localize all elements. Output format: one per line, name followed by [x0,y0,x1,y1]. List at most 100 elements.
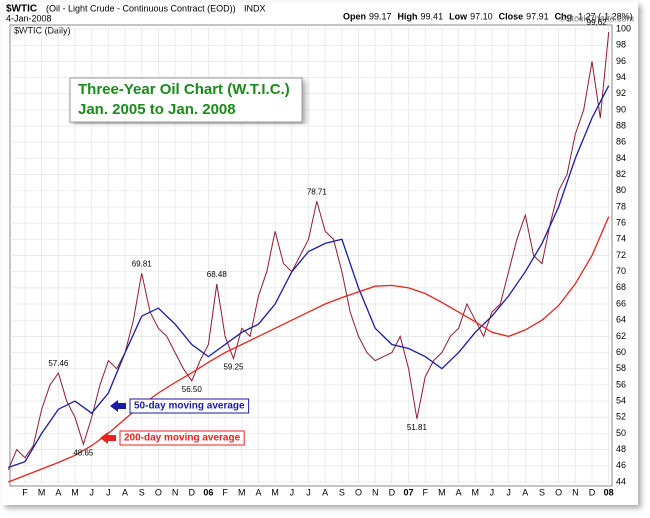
chart-subtitle: Jan. 2005 to Jan. 2008 [78,101,236,118]
y-tick-label: 94 [616,72,626,82]
annotation: 99.62 [587,18,608,27]
x-tick-label: J [506,487,511,497]
y-tick-label: 76 [616,218,626,228]
y-tick-label: 74 [616,234,626,244]
quote-label: High [398,11,418,21]
title-box [69,77,303,123]
quote-value: -1.27 (-1.28%) [575,11,633,21]
annotation: 57.46 [48,359,69,368]
y-tick-label: 80 [616,185,626,195]
annotation: 68.48 [207,270,228,279]
series-line [8,85,610,469]
x-tick-label: M [38,487,46,497]
quote-value: 99.41 [421,11,444,21]
y-tick-label: 84 [616,153,626,163]
y-tick-label: 68 [616,282,626,292]
x-tick-label: S [139,487,145,497]
legend-arrow [100,432,116,444]
legend-box [119,430,245,446]
legend-box [129,398,250,414]
description: (Oil - Light Crude - Continuous Contract… [46,3,236,13]
x-tick-label: D [189,487,196,497]
annotation: 56.50 [182,385,203,394]
y-tick-label: 92 [616,88,626,98]
annotation: 78.71 [307,187,328,196]
symbol: $WTIC [6,4,37,15]
x-tick-label: A [122,487,128,497]
quote: Open 99.17 High 99.41 Low 97.10 Close 97.91 Chg -… [343,11,633,21]
x-tick-label: M [71,487,79,497]
x-tick-label: 06 [203,487,213,497]
x-tick-label: O [555,487,562,497]
y-tick-label: 78 [616,201,626,211]
x-tick-label: D [389,487,396,497]
x-tick-label: A [522,487,528,497]
y-tick-label: 98 [616,40,626,50]
x-tick-label: J [106,487,111,497]
y-tick-label: 86 [616,137,626,147]
x-tick-label: M [438,487,446,497]
chart-title: Three-Year Oil Chart (W.T.I.C.) [78,81,290,98]
y-tick-label: 96 [616,56,626,66]
x-tick-label: M [238,487,246,497]
x-tick-label: J [89,487,94,497]
x-tick-label: 07 [404,487,414,497]
y-tick-label: 48 [616,444,626,454]
plot: 44 46 48 50 52 54 56 58 60 62 64 66 68 70 72 74 76 78 80 82… [7,18,631,497]
y-tick-label: 60 [616,347,626,357]
x-tick-label: F [22,487,28,497]
quote-value: 99.17 [369,11,392,21]
legend-label: 200-day moving average [124,433,241,444]
quote-label: Chg [555,11,573,21]
x-tick-label: J [490,487,495,497]
y-tick-label: 64 [616,315,626,325]
legend-arrow [110,400,126,412]
quote-label: Low [449,11,468,21]
annotation: 48.65 [73,448,94,457]
annotation: 69.81 [132,259,153,268]
y-tick-label: 62 [616,331,626,341]
quote-label: Open [343,11,366,21]
y-tick-label: 82 [616,169,626,179]
y-tick-label: 90 [616,104,626,114]
date: 4-Jan-2008 [6,13,52,23]
x-tick-label: M [271,487,279,497]
y-tick-label: 54 [616,395,626,405]
x-tick-label: M [472,487,480,497]
x-tick-label: A [255,487,261,497]
quote-label: Close [499,11,524,21]
x-tick-label: A [55,487,61,497]
y-tick-label: 100 [616,23,631,33]
annotation: 59.25 [223,363,244,372]
quote-value: 97.10 [470,11,493,21]
x-tick-label: A [456,487,462,497]
x-tick-label: O [155,487,162,497]
y-tick-label: 52 [616,412,626,422]
x-tick-label: S [339,487,345,497]
series-line [8,216,610,483]
y-tick-label: 44 [616,476,626,486]
x-tick-label: J [306,487,311,497]
y-tick-label: 56 [616,379,626,389]
y-tick-label: 72 [616,250,626,260]
quote-value: 97.91 [526,11,549,21]
x-tick-label: F [422,487,428,497]
x-tick-label: N [572,487,579,497]
exchange: INDX [244,3,266,13]
x-tick-label: A [322,487,328,497]
y-tick-label: 46 [616,460,626,470]
x-tick-label: 08 [604,487,614,497]
series-line [7,32,610,470]
y-tick-label: 58 [616,363,626,373]
x-tick-label: D [589,487,596,497]
y-tick-label: 88 [616,120,626,130]
y-tick-label: 66 [616,298,626,308]
annotation: 51.81 [407,423,428,432]
x-tick-label: N [172,487,179,497]
x-tick-label: J [290,487,295,497]
y-tick-label: 70 [616,266,626,276]
x-tick-label: O [355,487,362,497]
panel-label: $WTIC (Daily) [14,25,71,35]
legend-label: 50-day moving average [134,401,245,412]
